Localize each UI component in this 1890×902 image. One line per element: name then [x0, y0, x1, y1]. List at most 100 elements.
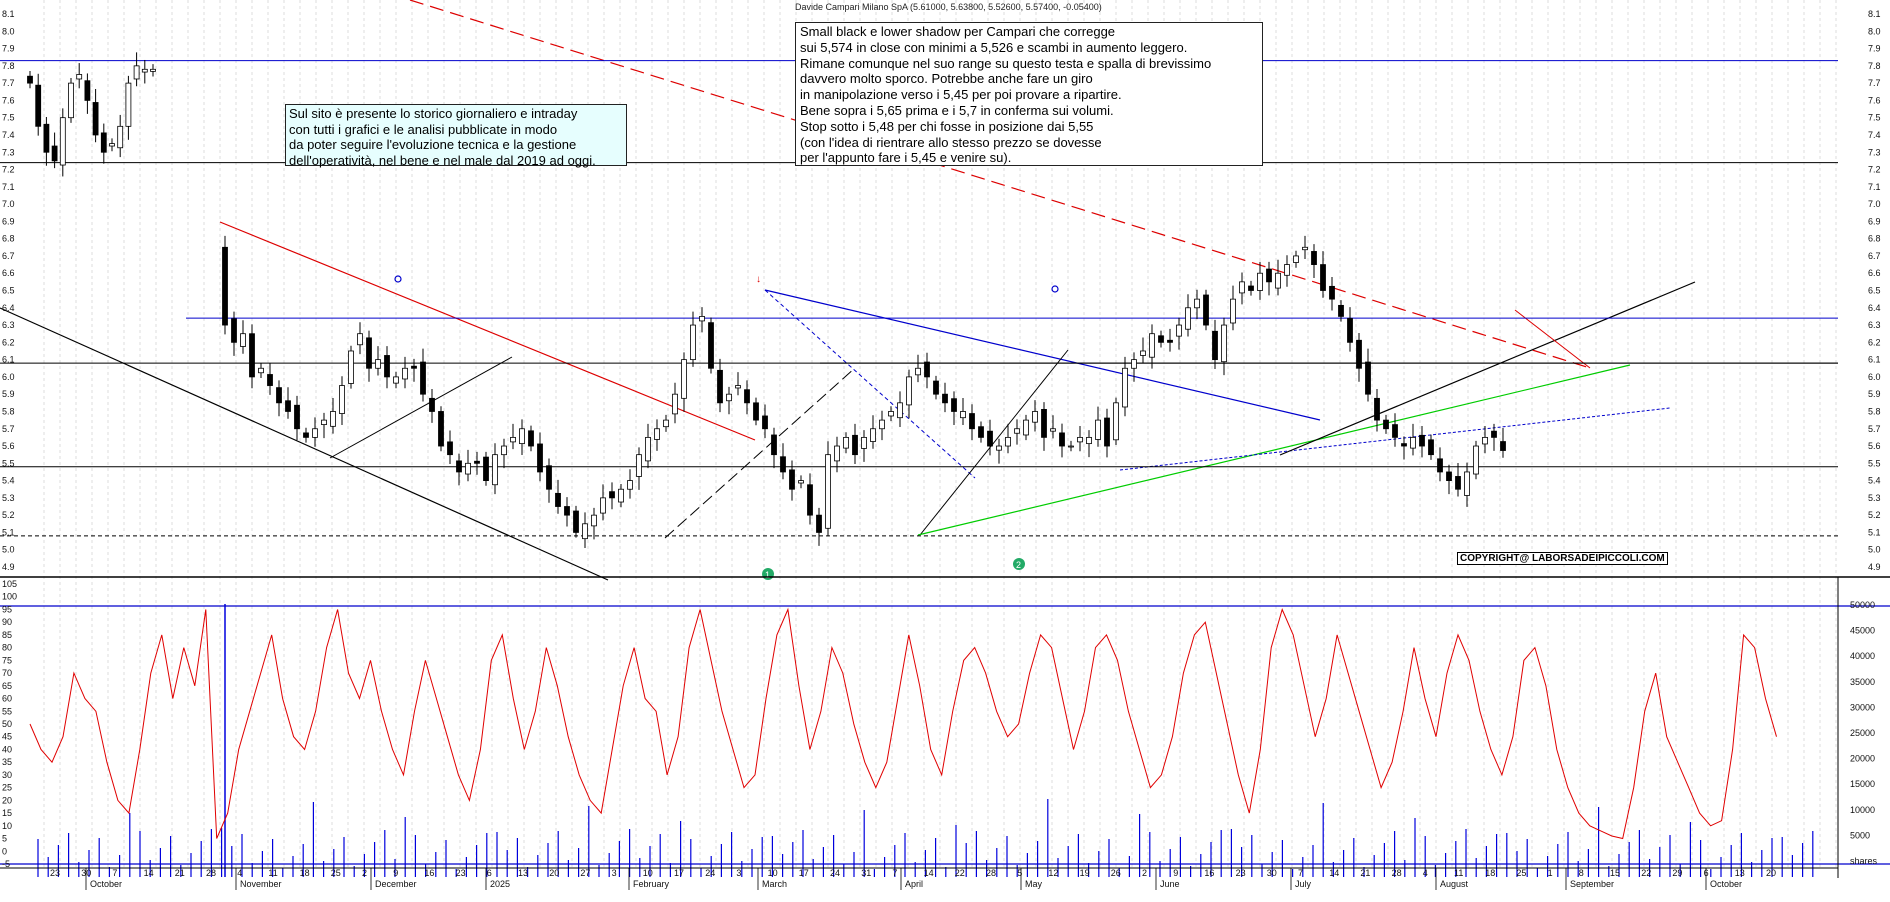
- price-tick-left: 7.4: [2, 130, 15, 140]
- candle-body: [627, 480, 633, 490]
- oscillator-tick: 20: [2, 795, 12, 805]
- candle-body: [1032, 411, 1038, 423]
- candle-body: [1086, 436, 1092, 445]
- candle-body: [1257, 272, 1263, 291]
- candle-body: [27, 75, 33, 84]
- candle-body: [987, 430, 993, 447]
- oscillator-tick: 100: [2, 592, 17, 602]
- volume-tick: 40000: [1850, 651, 1875, 661]
- price-tick-left: 6.1: [2, 355, 15, 365]
- day-tick: 18: [1485, 868, 1495, 878]
- candle-body: [240, 333, 246, 347]
- trendline-dashed-black: [664, 367, 856, 539]
- site-info-note: Sul sito è presente lo storico giornalie…: [285, 104, 627, 168]
- copyright-label: COPYRIGHT@ LABORSADEIPICCOLI.COM: [1457, 552, 1668, 565]
- candle-body: [888, 411, 894, 417]
- candle-body: [125, 82, 132, 127]
- blue-target-marker: [394, 275, 402, 283]
- candle-body: [1023, 419, 1029, 436]
- trendline-red-dashed: [409, 0, 1591, 369]
- trendline-support-black: [329, 356, 513, 459]
- day-tick: 11: [1454, 868, 1463, 878]
- oscillator-tick: 95: [2, 604, 12, 614]
- oscillator-tick: 30: [2, 770, 12, 780]
- green-marker-2: [1013, 558, 1025, 570]
- day-tick: 3: [736, 868, 741, 878]
- candle-body: [717, 369, 723, 404]
- day-tick: 20: [549, 868, 559, 878]
- month-label: October: [1710, 879, 1742, 889]
- candle-body: [51, 145, 58, 162]
- oscillator-series: [29, 607, 1777, 840]
- price-tick-right: 5.8: [1868, 406, 1881, 416]
- candle-body: [483, 456, 489, 481]
- day-tick: 14: [924, 868, 934, 878]
- trendline-black-rising: [919, 349, 1069, 536]
- day-tick: 22: [955, 868, 965, 878]
- candle-body: [744, 389, 750, 404]
- candle-body: [43, 123, 50, 153]
- day-tick: 13: [1735, 868, 1745, 878]
- day-tick: 23: [1236, 868, 1246, 878]
- oscillator-tick: 40: [2, 744, 12, 754]
- day-tick: 4: [237, 868, 242, 878]
- price-tick-left: 5.2: [2, 510, 15, 520]
- candlesticks: [27, 52, 1506, 548]
- day-tick: 7: [112, 868, 117, 878]
- day-tick: 13: [518, 868, 528, 878]
- candle-body: [798, 480, 804, 484]
- candle-body: [68, 82, 74, 119]
- price-tick-left: 7.6: [2, 95, 15, 105]
- price-tick-right: 5.1: [1868, 527, 1881, 537]
- day-tick: 6: [487, 868, 492, 878]
- volume-tick: 20000: [1850, 754, 1875, 764]
- oscillator-tick: 105: [2, 579, 17, 589]
- price-tick-right: 5.2: [1868, 510, 1881, 520]
- candle-body: [1464, 471, 1470, 496]
- candle-body: [258, 367, 264, 374]
- candle-body: [1158, 335, 1164, 343]
- price-tick-right: 6.1: [1868, 355, 1881, 365]
- day-tick: 29: [1672, 868, 1682, 878]
- day-tick: 9: [393, 868, 398, 878]
- price-tick-left: 4.9: [2, 562, 15, 572]
- candle-body: [681, 359, 687, 399]
- candle-body: [438, 411, 444, 447]
- price-tick-left: 5.7: [2, 424, 15, 434]
- candle-body: [411, 365, 417, 369]
- trendline-blue-solid: [764, 289, 1321, 421]
- volume-tick: 35000: [1850, 677, 1875, 687]
- candle-body: [1095, 419, 1101, 440]
- volume-tick: 25000: [1850, 728, 1875, 738]
- candle-body: [1383, 419, 1389, 430]
- candle-body: [600, 497, 606, 514]
- candle-body: [312, 428, 318, 438]
- candle-body: [375, 359, 381, 369]
- oscillator-line: [29, 607, 1777, 840]
- day-tick: 9: [1173, 868, 1178, 878]
- candle-body: [879, 419, 885, 430]
- price-tick-left: 6.9: [2, 216, 15, 226]
- candle-body: [1041, 408, 1047, 438]
- month-label: November: [240, 879, 282, 889]
- day-tick: 2: [362, 868, 367, 878]
- candle-body: [735, 385, 741, 389]
- candle-body: [420, 361, 426, 395]
- price-tick-left: 7.7: [2, 78, 15, 88]
- price-tick-right: 7.7: [1868, 78, 1881, 88]
- day-tick: 11: [268, 868, 277, 878]
- analysis-note: Small black e lower shadow per Campari c…: [795, 22, 1263, 166]
- candle-body: [1167, 339, 1173, 343]
- day-tick: 7: [1298, 868, 1303, 878]
- trendline-black-neckline: [1279, 281, 1696, 456]
- trendline-green: [917, 364, 1631, 536]
- day-tick: 4: [1423, 868, 1428, 878]
- candle-body: [150, 68, 156, 72]
- oscillator-tick: 5: [2, 834, 7, 844]
- price-tick-left: 5.0: [2, 545, 15, 555]
- candle-body: [109, 143, 115, 147]
- candle-body: [447, 441, 453, 456]
- candle-body: [402, 367, 408, 380]
- price-tick-right: 7.1: [1868, 182, 1881, 192]
- oscillator-tick: 75: [2, 655, 12, 665]
